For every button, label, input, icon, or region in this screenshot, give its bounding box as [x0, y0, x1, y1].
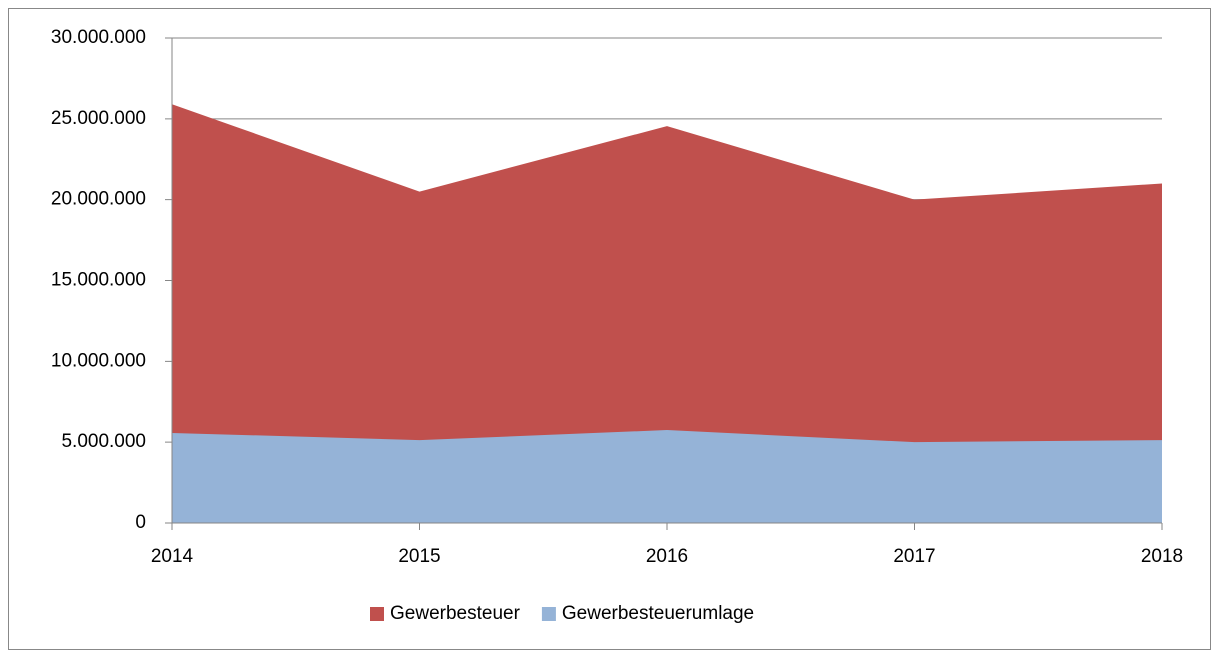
- legend-label: Gewerbesteuer: [390, 603, 521, 624]
- legend-swatch: [541, 607, 556, 621]
- x-tick-label: 2014: [151, 546, 194, 567]
- area: [172, 430, 1162, 523]
- y-tick-label: 15.000.000: [51, 270, 146, 291]
- x-tick-label: 2017: [893, 546, 935, 567]
- x-tick-label: 2015: [398, 546, 440, 567]
- y-tick-label: 0: [135, 512, 146, 533]
- legend-label: Gewerbesteuerumlage: [562, 603, 754, 624]
- y-tick-label: 30.000.000: [51, 27, 146, 48]
- y-tick-label: 5.000.000: [61, 431, 146, 452]
- x-tick-label: 2018: [1141, 546, 1183, 567]
- x-tick-label: 2016: [646, 546, 688, 567]
- y-tick-label: 10.000.000: [51, 350, 146, 371]
- y-tick-label: 25.000.000: [51, 108, 146, 129]
- legend-swatch: [370, 607, 384, 621]
- area: [172, 104, 1162, 524]
- y-tick-label: 20.000.000: [51, 189, 146, 210]
